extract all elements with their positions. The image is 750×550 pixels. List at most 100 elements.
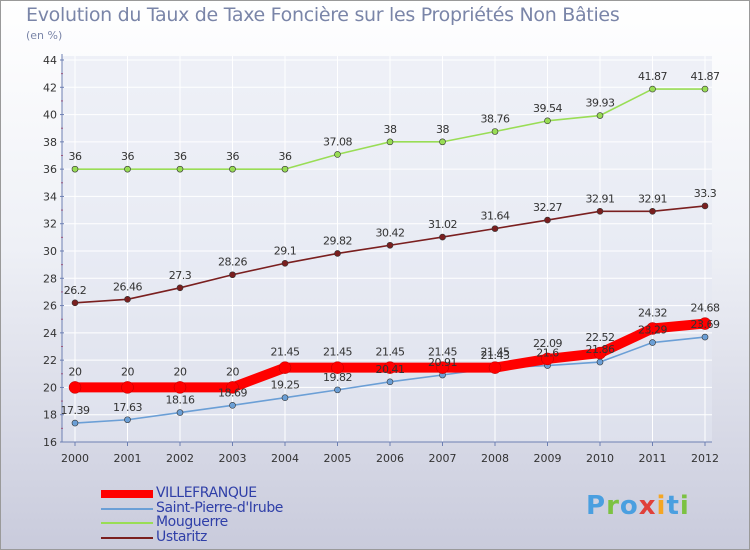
- data-point: [386, 138, 394, 146]
- logo-letter: x: [638, 491, 657, 521]
- data-label: 28.26: [218, 256, 247, 269]
- data-point: [436, 361, 449, 374]
- data-point: [124, 295, 131, 303]
- legend-label: Mouguerre: [156, 514, 228, 530]
- x-tick-label: 2001: [114, 452, 142, 465]
- data-point: [334, 250, 341, 257]
- data-label: 29.1: [274, 244, 297, 257]
- data-point: [71, 299, 79, 307]
- x-tick-label: 2011: [639, 452, 667, 465]
- data-label: 21.45: [271, 346, 300, 359]
- x-tick-label: 2007: [429, 452, 457, 465]
- chart-unit: (en %): [26, 29, 63, 42]
- data-label: 32.27: [533, 201, 562, 214]
- data-label: 23.29: [638, 324, 667, 337]
- y-tick-label: 44: [43, 54, 57, 67]
- data-label: 17.63: [113, 401, 142, 414]
- data-label: 41.87: [691, 70, 720, 83]
- x-tick-label: 2004: [271, 452, 299, 465]
- data-label: 39.93: [586, 97, 615, 110]
- data-point: [226, 381, 239, 394]
- legend-swatch: [101, 537, 153, 539]
- data-label: 18.16: [166, 394, 195, 407]
- data-point: [124, 416, 131, 424]
- data-label: 36: [121, 150, 134, 163]
- data-label: 36: [226, 150, 239, 163]
- y-tick-label: 36: [43, 163, 57, 176]
- data-label: 38: [436, 123, 449, 136]
- data-label: 22.09: [533, 337, 562, 350]
- data-point: [229, 402, 236, 409]
- data-label: 33.3: [694, 187, 717, 200]
- data-point: [596, 112, 604, 119]
- data-point: [334, 386, 341, 394]
- data-label: 24.68: [691, 302, 720, 315]
- x-tick-label: 2010: [586, 452, 614, 465]
- data-label: 23.69: [691, 318, 720, 331]
- y-tick-label: 16: [43, 436, 57, 449]
- data-label: 21.43: [481, 349, 510, 362]
- y-tick-label: 38: [43, 136, 57, 149]
- data-point: [439, 233, 446, 241]
- data-point: [701, 85, 709, 93]
- legend-label: Ustaritz: [156, 529, 207, 545]
- data-label: 31.64: [481, 210, 510, 223]
- data-label: 37.08: [323, 135, 352, 148]
- logo-letter: i: [679, 491, 690, 521]
- data-label: 30.42: [376, 226, 405, 239]
- data-label: 21.45: [481, 346, 510, 359]
- y-tick-label: 22: [43, 354, 57, 367]
- data-label: 38: [384, 123, 397, 136]
- data-label: 20: [226, 365, 239, 378]
- x-tick-label: 2009: [534, 452, 562, 465]
- logo-letter: t: [666, 491, 680, 521]
- data-label: 19.25: [271, 379, 300, 392]
- data-label: 20.41: [376, 363, 405, 376]
- data-point: [281, 259, 289, 267]
- data-label: 36: [279, 150, 292, 163]
- data-point: [71, 165, 79, 173]
- data-label: 19.82: [323, 371, 352, 384]
- chart-title: Evolution du Taux de Taxe Foncière sur l…: [26, 4, 620, 26]
- logo-letter: P: [586, 491, 607, 521]
- legend-label: Saint-Pierre-d'Irube: [156, 500, 284, 516]
- data-label: 21.86: [586, 343, 615, 356]
- data-point: [649, 207, 656, 215]
- logo-letter: o: [619, 491, 639, 521]
- data-label: 24.32: [638, 306, 667, 319]
- data-point: [229, 271, 236, 279]
- y-tick-label: 18: [43, 409, 57, 422]
- data-point: [386, 378, 394, 386]
- data-point: [488, 361, 502, 374]
- data-point: [281, 165, 289, 173]
- data-point: [491, 225, 499, 232]
- data-point: [229, 165, 236, 173]
- data-label: 20: [174, 365, 187, 378]
- data-label: 29.82: [323, 234, 352, 247]
- legend-swatch: [101, 522, 153, 524]
- data-label: 21.45: [376, 346, 405, 359]
- x-tick-label: 2012: [691, 452, 719, 465]
- data-point: [649, 85, 656, 93]
- data-label: 20: [121, 365, 134, 378]
- data-label: 20: [69, 365, 82, 378]
- data-point: [71, 419, 79, 427]
- data-label: 21.45: [428, 346, 457, 359]
- data-label: 31.02: [428, 218, 457, 231]
- data-point: [173, 381, 187, 394]
- data-label: 36: [174, 150, 187, 163]
- y-tick-label: 20: [43, 381, 57, 394]
- data-label: 27.3: [169, 269, 192, 282]
- data-point: [331, 361, 344, 374]
- data-point: [596, 358, 604, 366]
- data-point: [596, 207, 604, 215]
- legend-swatch: [101, 490, 153, 498]
- data-point: [439, 138, 446, 146]
- x-tick-label: 2002: [166, 452, 194, 465]
- y-tick-label: 34: [43, 190, 57, 203]
- data-point: [593, 346, 607, 360]
- data-label: 22.52: [586, 331, 615, 344]
- proxiti-logo: Proxiti: [586, 491, 690, 521]
